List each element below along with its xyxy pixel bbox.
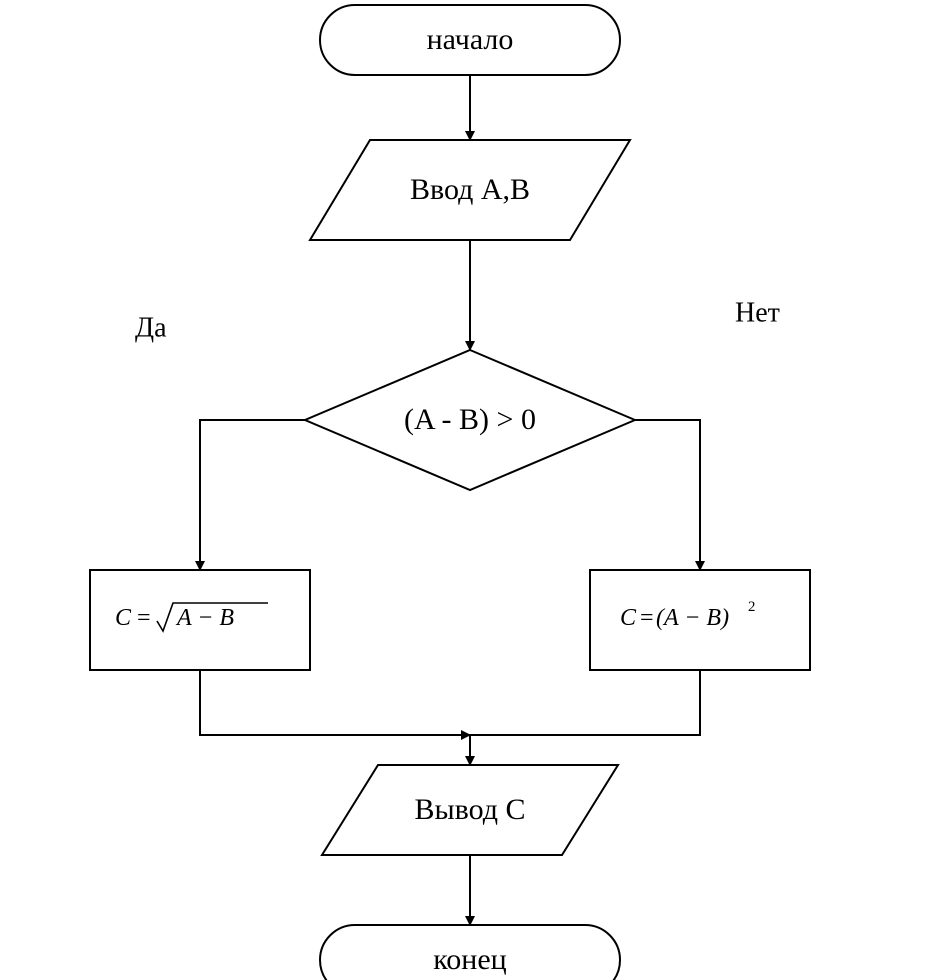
proc_yes-node: C= A − B (90, 570, 310, 670)
proc_no-node: C=(A − B) 2 (590, 570, 810, 670)
start-node: начало (320, 5, 620, 75)
edge (200, 670, 470, 735)
end-label: конец (433, 943, 506, 976)
start-label: начало (427, 23, 514, 56)
input-label: Ввод A,B (410, 173, 530, 206)
decision-label: (A - B) > 0 (404, 403, 536, 436)
svg-text:2: 2 (748, 599, 755, 615)
proc_yes-formula: C= A − B (115, 603, 268, 631)
svg-text:=: = (137, 605, 151, 631)
branch-label-yes: Да (135, 312, 167, 343)
output-node: Вывод С (322, 765, 618, 855)
svg-text:(A − B): (A − B) (656, 605, 729, 631)
svg-text:C: C (115, 605, 132, 631)
decision-node: (A - B) > 0 (305, 350, 635, 490)
svg-text:=: = (640, 605, 654, 631)
proc_no-formula: C=(A − B) 2 (620, 599, 755, 631)
end-node: конец (320, 925, 620, 980)
svg-text:A − B: A − B (175, 605, 234, 631)
output-label: Вывод С (414, 793, 525, 826)
input-node: Ввод A,B (310, 140, 630, 240)
branch-label-no: Нет (735, 297, 780, 328)
edge (470, 670, 700, 735)
edge (200, 420, 305, 570)
svg-text:C: C (620, 605, 637, 631)
edge (635, 420, 700, 570)
